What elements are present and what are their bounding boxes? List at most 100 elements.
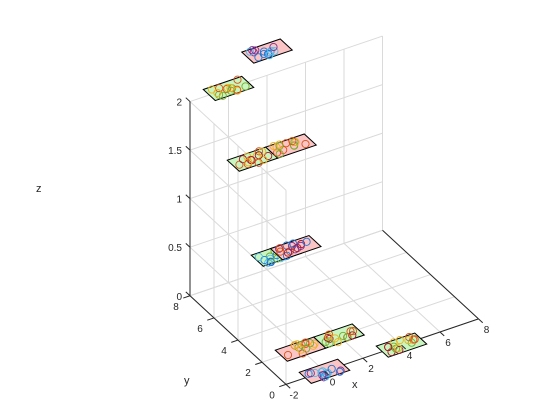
data-point: [269, 42, 278, 52]
data-point: [325, 330, 334, 339]
data-point: [254, 147, 264, 156]
data-point: [405, 333, 414, 342]
x-tick-mark: [478, 318, 484, 324]
data-point: [301, 339, 310, 349]
data-point: [265, 51, 274, 60]
grid-line: [189, 132, 383, 200]
data-point: [215, 90, 224, 99]
data-point: [335, 367, 344, 376]
z-tick-mark: [185, 242, 191, 248]
data-point: [348, 327, 358, 336]
grid-line: [189, 246, 287, 337]
data-point: [264, 151, 273, 161]
z-tick-mark: [185, 194, 191, 200]
z-axis-label: z: [36, 183, 42, 195]
data-point: [226, 83, 235, 92]
data-point: [254, 252, 263, 262]
y-tick-mark: [183, 295, 191, 299]
data-point: [267, 46, 276, 55]
data-point: [244, 158, 253, 167]
x-tick-mark: [285, 384, 291, 389]
x-tick-label: 6: [445, 338, 451, 349]
y-tick-mark: [207, 317, 215, 321]
x-axis-label: x: [352, 379, 358, 391]
grid-line: [189, 181, 383, 248]
x-tick-mark: [401, 344, 407, 350]
data-point: [241, 82, 250, 91]
data-point: [393, 344, 403, 353]
z-tick-mark: [185, 291, 191, 297]
patch-group: [226, 146, 279, 172]
data-point: [215, 84, 224, 93]
x-axis-end-line: [382, 229, 479, 320]
z-tick-label: 0.5: [168, 243, 182, 254]
data-point: [254, 53, 263, 62]
data-point: [248, 46, 257, 55]
y-tick-label: 2: [245, 368, 251, 379]
x-tick-mark: [324, 370, 330, 376]
data-point: [339, 331, 348, 340]
x-tick-label: 0: [330, 377, 336, 388]
z-tick-mark: [185, 97, 191, 102]
patch-group: [312, 323, 366, 349]
patch-group: [240, 38, 294, 64]
z-tick-label: 2: [176, 98, 182, 109]
data-point: [310, 368, 320, 378]
data-point: [318, 371, 327, 380]
data-point: [226, 86, 236, 95]
data-point: [301, 139, 310, 149]
data-point: [404, 336, 413, 345]
x-tick-label: 2: [368, 364, 374, 375]
data-point: [306, 339, 315, 348]
patch-green: [312, 323, 366, 349]
data-point: [296, 241, 305, 250]
data-point: [213, 88, 222, 97]
data-point: [336, 366, 345, 375]
data-point: [275, 150, 284, 159]
data-point: [310, 339, 319, 348]
grid-line: [189, 229, 383, 297]
data-point: [346, 327, 355, 336]
data-point: [325, 339, 334, 348]
y-tick-label: 0: [269, 390, 275, 401]
grid-line: [189, 101, 287, 191]
data-point: [254, 158, 263, 167]
data-point: [330, 334, 340, 343]
patch-group: [274, 336, 327, 362]
y-tick-mark: [279, 383, 287, 388]
y-tick-label: 6: [197, 324, 203, 335]
patch-group: [269, 234, 322, 261]
data-point: [384, 343, 393, 352]
data-point: [288, 137, 297, 146]
data-point: [302, 237, 311, 246]
data-point: [321, 337, 330, 346]
data-point: [283, 350, 293, 360]
x-tick-mark: [362, 357, 368, 363]
y-tick-mark: [231, 339, 239, 343]
grid-line: [189, 198, 287, 288]
y-axis-label: y: [184, 375, 190, 387]
grid-line: [213, 251, 407, 319]
x-tick-label: 8: [484, 325, 490, 336]
z-tick-label: 1.5: [168, 146, 182, 157]
data-point: [327, 364, 336, 373]
data-point: [282, 251, 292, 260]
patch-layer: [202, 38, 428, 384]
y-tick-mark: [255, 361, 263, 366]
x-tick-label: -2: [290, 390, 299, 401]
z-tick-mark: [185, 145, 191, 151]
patch-group: [202, 75, 255, 102]
data-point: [410, 335, 419, 344]
data-point: [259, 155, 268, 164]
grid-line: [189, 84, 383, 151]
data-point: [275, 141, 284, 151]
x-tick-mark: [439, 331, 445, 337]
y-tick-label: 4: [221, 346, 227, 357]
data-point: [251, 46, 260, 55]
data-point: [297, 345, 306, 354]
data-point: [306, 369, 315, 378]
x-tick-label: 4: [407, 351, 413, 362]
data-point: [249, 48, 258, 57]
data-point: [233, 75, 242, 84]
